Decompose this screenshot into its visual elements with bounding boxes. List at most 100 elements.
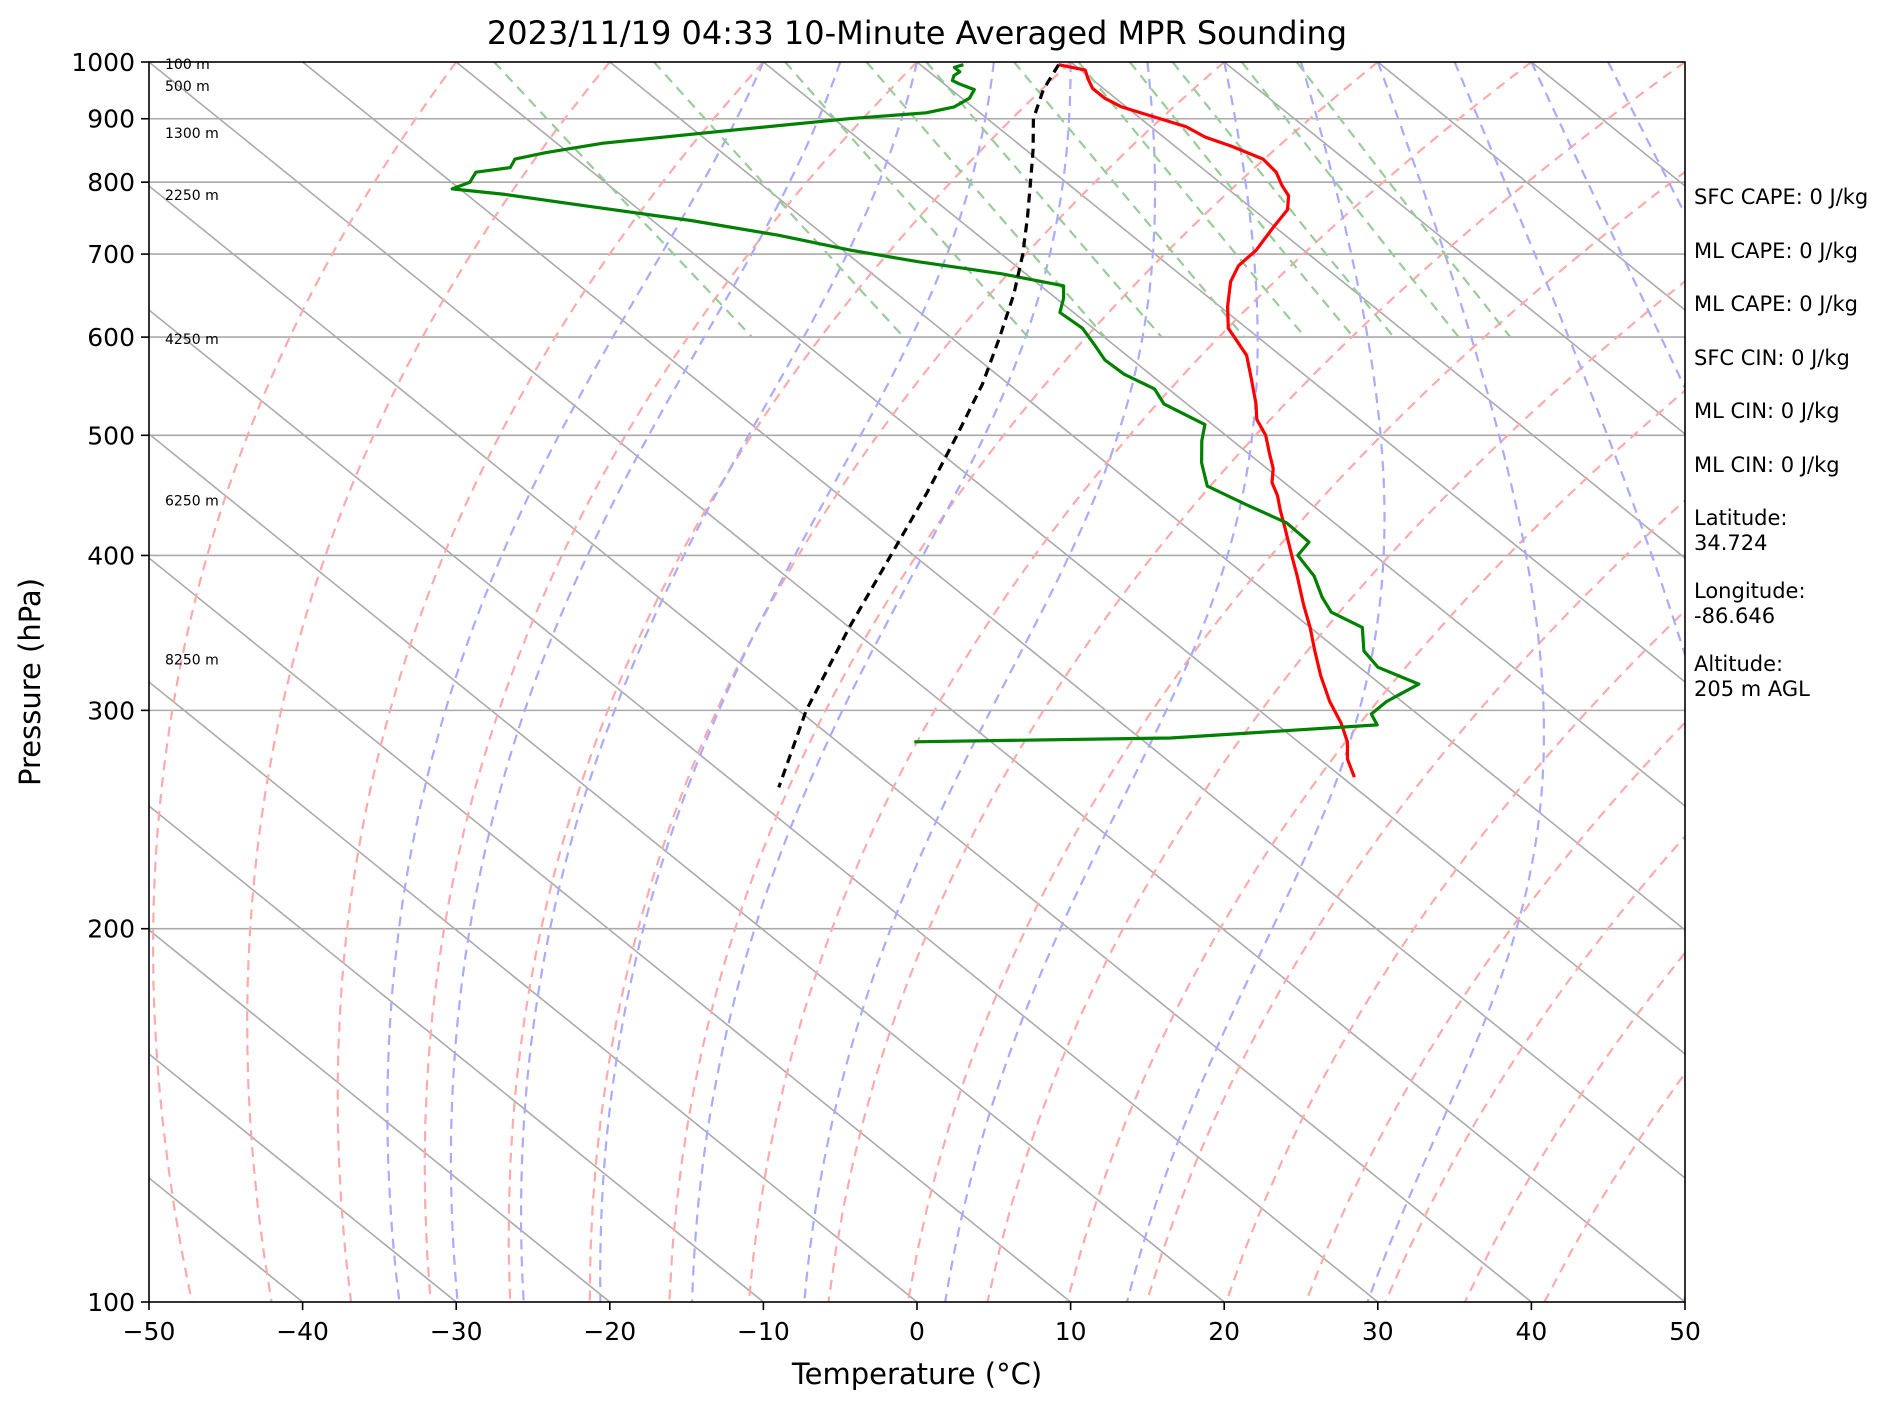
moist-adiabat-line [1125, 62, 1386, 1302]
moist-adiabat-line [803, 62, 1157, 1302]
isotherm-line [455, 62, 1685, 1056]
altitude-value: 205 m AGL [1694, 677, 1810, 701]
mixing-ratio-line [1171, 62, 1395, 338]
height-label: 6250 m [165, 494, 219, 510]
latitude-info: Latitude: 34.724 [1694, 506, 1889, 556]
isotherm-line [149, 804, 764, 1302]
dewpoint-profile-line [450, 63, 1421, 744]
moist-adiabat-line [1366, 62, 1545, 1302]
x-tick-label: 30 [1362, 1317, 1394, 1346]
longitude-info: Longitude: -86.646 [1694, 579, 1889, 629]
x-tick-label: −20 [583, 1317, 636, 1346]
x-tick-label: 10 [1055, 1317, 1087, 1346]
isotherm-line [149, 308, 1379, 1302]
moist-adiabat-line [944, 62, 1259, 1302]
longitude-value: -86.646 [1694, 604, 1776, 628]
x-tick-label: −10 [737, 1317, 790, 1346]
parcel-profile-line [777, 63, 1060, 788]
moist-adiabat-line [520, 62, 919, 1302]
height-label: 500 m [165, 79, 210, 95]
y-tick-label: 600 [87, 323, 135, 352]
altitude-info: Altitude: 205 m AGL [1694, 652, 1889, 702]
x-tick-label: −50 [123, 1317, 176, 1346]
x-tick-label: 40 [1515, 1317, 1547, 1346]
height-labels: 100 m 500 m 1300 m 2250 m 4250 m 6250 m 8250 m [165, 57, 219, 668]
y-tick-label: 400 [87, 541, 135, 570]
mixing-ratio-line [784, 62, 1029, 338]
chart-title: 2023/11/19 04:33 10-Minute Averaged MPR … [487, 14, 1347, 52]
y-tick-label: 700 [87, 240, 135, 269]
isotherm-line [149, 928, 611, 1302]
ml-cape-stat: ML CAPE: 0 J/kg [1694, 292, 1859, 316]
mixing-ratio-line [1295, 62, 1512, 338]
moist-adiabat-line [1453, 62, 1685, 1302]
isotherm-line [609, 62, 1685, 932]
x-axis-label: Temperature (°C) [791, 1357, 1042, 1391]
y-tick-label: 300 [87, 696, 135, 725]
y-tick-label: 100 [87, 1288, 135, 1317]
mixing-ratio-line [925, 62, 1163, 338]
mixing-ratio-line [1077, 62, 1306, 338]
x-tick-label: 20 [1208, 1317, 1240, 1346]
x-tick-label: 0 [909, 1317, 925, 1346]
dry-adiabat-line [668, 62, 1379, 1302]
mixing-ratio-line [1128, 62, 1355, 338]
latitude-value: 34.724 [1694, 531, 1768, 555]
isotherm-line [1223, 62, 1685, 436]
x-tick-label: −30 [430, 1317, 483, 1346]
dry-adiabat-line [906, 170, 1685, 1302]
height-label: 100 m [165, 57, 210, 73]
height-label: 8250 m [165, 653, 219, 669]
x-tick-label: −40 [276, 1317, 329, 1346]
isotherm-line [149, 432, 1225, 1302]
sounding-info-panel: SFC CAPE: 0 J/kg ML CAPE: 0 J/kg ML CAPE… [1694, 185, 1889, 725]
isotherm-line [149, 184, 1532, 1302]
y-axis-ticks: 100 200 300 400 500 600 700 800 900 1000 [71, 48, 149, 1317]
temperature-profile-line [1058, 63, 1356, 778]
y-tick-label: 800 [87, 168, 135, 197]
moist-adiabat-line [449, 62, 842, 1302]
dry-adiabat-line [336, 62, 765, 1302]
ml-cin-stat: ML CIN: 0 J/kg [1694, 452, 1840, 477]
dry-adiabat-line [1225, 609, 1685, 1302]
longitude-label: Longitude: [1694, 579, 1806, 603]
isotherm-line [149, 62, 1685, 1302]
moist-adiabat-line [599, 62, 995, 1302]
dry-adiabat-line [827, 62, 1685, 1302]
height-label: 4250 m [165, 332, 219, 348]
dry-adiabat-line [747, 62, 1533, 1302]
isotherm-line [302, 62, 1685, 1180]
isotherm-line [149, 680, 918, 1302]
y-tick-label: 500 [87, 421, 135, 450]
moist-adiabat-line [691, 62, 1072, 1302]
mixing-ratio-line [865, 62, 1106, 338]
dry-adiabat-line [986, 279, 1685, 1302]
ml-cin-stat: ML CIN: 0 J/kg [1694, 399, 1840, 423]
dry-adiabat-line [507, 62, 1072, 1302]
data-lines [450, 63, 1421, 788]
height-label: 2250 m [165, 188, 219, 204]
mixing-ratio-line [1013, 62, 1246, 338]
y-tick-label: 1000 [71, 48, 135, 77]
dry-adiabat-line [151, 62, 458, 1302]
moist-adiabat-line [386, 62, 765, 1302]
isotherm-line [1070, 62, 1685, 560]
dry-adiabat-line [1145, 498, 1685, 1302]
altitude-label: Altitude: [1694, 652, 1784, 676]
latitude-label: Latitude: [1694, 506, 1788, 530]
height-label: 1300 m [165, 126, 219, 142]
isotherm-line [1377, 62, 1685, 312]
y-tick-label: 200 [87, 915, 135, 944]
sfc-cape-stat: SFC CAPE: 0 J/kg [1694, 185, 1869, 209]
y-tick-label: 900 [87, 105, 135, 134]
isotherm-line [149, 556, 1072, 1302]
ml-cape-stat: ML CAPE: 0 J/kg [1694, 238, 1859, 263]
sfc-cin-stat: SFC CIN: 0 J/kg [1694, 345, 1850, 370]
isotherm-line [149, 1052, 457, 1302]
dry-adiabat-line [246, 62, 611, 1302]
mixing-ratio-line [1240, 62, 1460, 338]
background-lines [149, 62, 1685, 1302]
dry-adiabat-line [588, 62, 1225, 1302]
mixing-ratio-line [653, 62, 905, 338]
